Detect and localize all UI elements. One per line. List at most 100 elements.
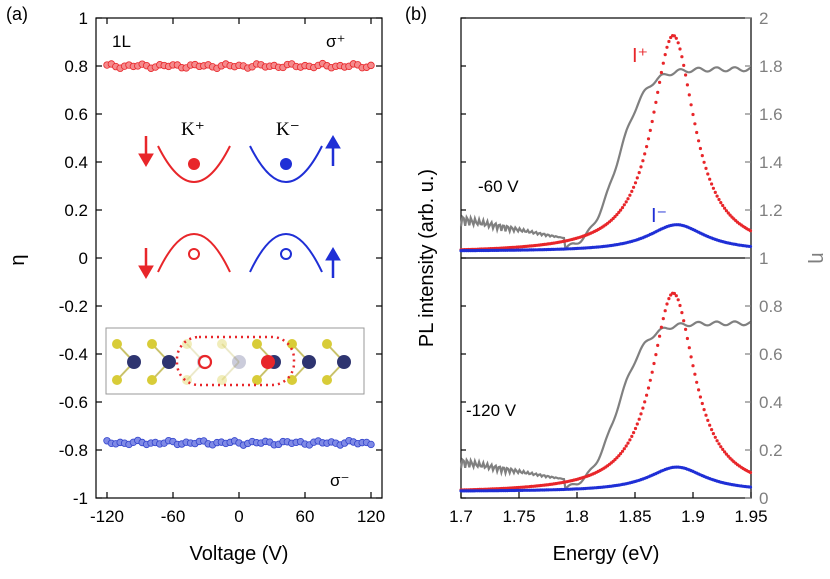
- valley-k-minus-label: K⁻: [276, 119, 300, 140]
- b-right-tick-label: 1.6: [759, 105, 783, 124]
- a-ytick-label: 0.4: [64, 153, 88, 172]
- lattice-chalcogen-atom: [147, 339, 157, 349]
- i-plus-point: [697, 139, 701, 143]
- lattice-chalcogen-atom: [112, 339, 122, 349]
- panel-a-xlabel: Voltage (V): [190, 543, 289, 565]
- i-plus-point: [641, 406, 645, 410]
- i-plus-point: [726, 211, 730, 215]
- i-plus-point: [711, 432, 716, 436]
- b-right-tick-label: 1.8: [759, 57, 783, 76]
- panel-b-left-ylabel: PL intensity (arb. u.): [416, 169, 438, 347]
- i-plus-point: [659, 70, 664, 75]
- i-plus-point: [645, 145, 649, 149]
- k-plus-valence-band: [157, 233, 231, 273]
- i-plus-point: [721, 447, 725, 451]
- i-plus-point: [665, 302, 669, 306]
- i-plus-point: [633, 181, 638, 185]
- panel-a-y-ticks: -1 -0.8 -0.6 -0.4 -0.2 0 0.2 0.4 0.6 0.8 1: [59, 9, 382, 508]
- i-plus-point: [637, 171, 641, 175]
- i-plus-point: [622, 447, 626, 451]
- i-plus-point: [656, 343, 660, 347]
- a-ytick-label: 0: [79, 249, 88, 268]
- sigma-plus-label: σ⁺: [326, 32, 345, 51]
- i-plus-point: [632, 185, 636, 189]
- i-plus-point: [650, 119, 654, 124]
- i-minus-point: [748, 244, 753, 249]
- lattice-chalcogen-atom: [217, 375, 227, 385]
- i-plus-point: [632, 431, 636, 435]
- b-xtick-label: 1.75: [502, 507, 535, 526]
- a-ytick-label: 0.6: [64, 105, 88, 124]
- b-right-tick-label: 1.4: [759, 153, 783, 172]
- a-ytick-label: -0.8: [59, 441, 88, 460]
- i-plus-point: [706, 418, 710, 422]
- i-plus-point: [691, 364, 695, 368]
- lattice-chalcogen-atom: [217, 339, 227, 349]
- i-plus-point: [674, 36, 678, 40]
- i-plus-point: [723, 206, 727, 210]
- b-xtick-label: 1.85: [618, 507, 651, 526]
- a-ytick-label: -0.6: [59, 393, 88, 412]
- panel-b-x-ticks: 1.7 1.75 1.8 1.85 1.9 1.95: [449, 492, 768, 526]
- i-plus-point: [619, 208, 623, 212]
- i-plus-point: [710, 428, 714, 432]
- spin-up-arrow-lower: [325, 247, 341, 278]
- i-plus-point: [704, 413, 708, 417]
- i-plus-point: [646, 386, 651, 390]
- i-plus-point: [667, 39, 671, 44]
- i-plus-point: [687, 346, 691, 350]
- i-plus-point: [620, 206, 625, 210]
- k-minus-electron: [280, 158, 292, 170]
- panel-a-series: [103, 59, 375, 449]
- b-right-tick-label: 2: [759, 9, 768, 28]
- i-plus-point: [663, 309, 667, 313]
- i-plus-point: [695, 130, 699, 135]
- i-plus-point: [715, 194, 719, 198]
- i-plus-point: [658, 334, 662, 338]
- i-plus-point: [628, 438, 632, 442]
- i-plus-point: [728, 213, 732, 217]
- panel-b-series: [459, 34, 753, 493]
- sigma-plus-point: [367, 61, 375, 70]
- i-plus-point: [702, 160, 706, 164]
- i-plus-point: [708, 423, 712, 427]
- i-plus-point: [715, 439, 719, 443]
- i-plus-point: [713, 190, 717, 194]
- i-plus-point: [678, 47, 682, 51]
- i-plus-point: [635, 422, 639, 426]
- i-plus-point: [702, 408, 706, 412]
- top-voltage-label: -60 V: [478, 177, 519, 196]
- i-plus-point: [665, 45, 669, 49]
- b-right-tick-label: 0.2: [759, 441, 783, 460]
- i-plus-point: [658, 80, 662, 84]
- b-right-tick-label: 0.8: [759, 297, 783, 316]
- panel-b-right-ticks: 0 0.2 0.4 0.6 0.8 1 1.2 1.4 1.6 1.8 2: [461, 9, 783, 508]
- i-plus-point: [700, 401, 704, 406]
- lattice-chalcogen-atom: [322, 339, 332, 349]
- i-plus-point: [682, 63, 686, 67]
- i-plus-point: [643, 400, 647, 404]
- i-plus-point: [654, 100, 658, 104]
- i-plus-point: [635, 176, 639, 180]
- a-ytick-label: 1: [79, 9, 88, 28]
- i-plus-label: I⁺: [632, 45, 648, 67]
- i-plus-point: [680, 311, 684, 315]
- b-right-tick-label: 0: [759, 489, 768, 508]
- i-plus-point: [654, 353, 658, 357]
- lattice-bond: [221, 361, 240, 381]
- i-plus-point: [684, 73, 688, 77]
- i-plus-point: [676, 298, 680, 302]
- valley-k-plus-label: K⁺: [181, 119, 205, 140]
- i-plus-point: [656, 90, 660, 94]
- sigma-minus-label: σ⁻: [330, 471, 349, 490]
- lattice-chalcogen-atom: [287, 339, 297, 349]
- i-plus-point: [689, 103, 693, 107]
- i-plus-point: [710, 182, 714, 186]
- i-plus-point: [620, 449, 625, 453]
- b-right-tick-label: 0.4: [759, 393, 783, 412]
- i-plus-point: [719, 445, 723, 449]
- i-plus-point: [643, 152, 647, 156]
- k-minus-hole: [280, 248, 292, 260]
- exciton-electron: [261, 355, 275, 369]
- i-plus-point: [700, 154, 704, 158]
